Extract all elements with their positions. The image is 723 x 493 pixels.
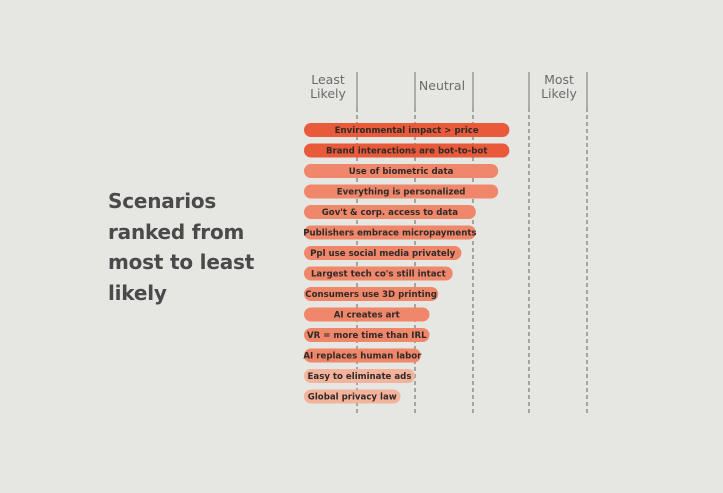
bar-label-14: Global privacy law <box>308 393 397 403</box>
bar-1 <box>304 123 510 137</box>
scale-label-1-line-1: Least <box>311 72 345 87</box>
bar-label-1: Environmental impact > price <box>335 126 479 136</box>
bar-label-6: Publishers embrace micropayments <box>303 229 476 239</box>
bar-label-4: Everything is personalized <box>337 188 466 198</box>
bar-label-8: Largest tech co's still intact <box>311 270 446 280</box>
bar-label-3: Use of biometric data <box>349 167 454 177</box>
bar-8 <box>304 266 453 281</box>
bar-label-12: AI replaces human labor <box>303 352 422 362</box>
bar-14 <box>304 389 401 404</box>
title-line-4: likely <box>108 280 167 305</box>
bar-4 <box>304 184 499 199</box>
title-line-1: Scenarios <box>108 189 217 213</box>
bar-9 <box>304 287 439 301</box>
bar-label-13: Easy to eliminate ads <box>308 372 412 382</box>
bar-label-9: Consumers use 3D printing <box>305 290 437 300</box>
bar-10 <box>304 307 430 322</box>
bar-3 <box>304 164 499 178</box>
bar-13 <box>304 369 415 383</box>
scale-label-2-line-1: Neutral <box>419 78 465 93</box>
bar-5 <box>304 205 476 219</box>
bar-12 <box>304 348 421 363</box>
bar-2 <box>304 143 510 158</box>
bar-label-5: Gov't & corp. access to data <box>322 208 459 218</box>
bar-label-10: AI creates art <box>334 311 400 321</box>
bar-7 <box>304 246 462 260</box>
chart-title: Scenarios ranked from most to least like… <box>108 186 278 308</box>
bar-label-11: VR = more time than IRL <box>307 331 427 341</box>
scale-label-3-line-2: Likely <box>541 86 577 101</box>
scale-label-3-line-1: Most <box>544 72 574 87</box>
bar-6 <box>304 225 476 240</box>
bar-label-7: Ppl use social media privately <box>310 249 456 259</box>
bar-label-2: Brand interactions are bot-to-bot <box>326 147 488 157</box>
bar-11 <box>304 328 430 342</box>
scale-label-1-line-2: Likely <box>310 86 346 101</box>
title-line-2: ranked from <box>108 219 245 244</box>
title-line-3: most to least <box>108 250 255 274</box>
